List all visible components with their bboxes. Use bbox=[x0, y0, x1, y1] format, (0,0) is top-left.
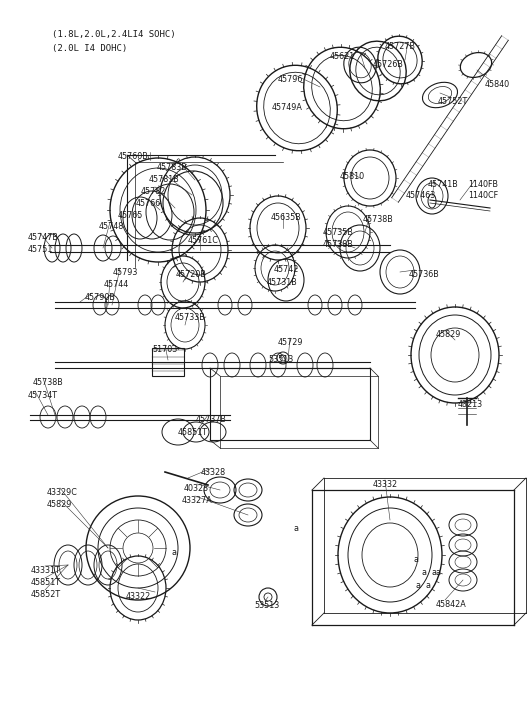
Bar bbox=[152, 348, 184, 376]
Text: 45738B: 45738B bbox=[33, 378, 64, 387]
Text: 43328: 43328 bbox=[201, 468, 226, 477]
Text: 45761C: 45761C bbox=[188, 236, 219, 245]
Text: 45621: 45621 bbox=[330, 52, 355, 61]
Text: 45738B: 45738B bbox=[323, 240, 354, 249]
Text: 43327A: 43327A bbox=[182, 496, 213, 505]
Text: 45737B: 45737B bbox=[196, 415, 227, 424]
Text: 45810: 45810 bbox=[340, 172, 365, 181]
Text: 45748: 45748 bbox=[99, 222, 124, 231]
Text: 45766: 45766 bbox=[136, 199, 161, 208]
Text: 45765: 45765 bbox=[118, 211, 143, 220]
Text: 45720B: 45720B bbox=[176, 270, 207, 279]
Text: 45749A: 45749A bbox=[272, 103, 303, 112]
Text: 1140FB: 1140FB bbox=[468, 180, 498, 189]
Text: 45790B: 45790B bbox=[85, 293, 116, 302]
Text: 45747B: 45747B bbox=[28, 233, 59, 242]
Text: 53513: 53513 bbox=[254, 601, 279, 610]
Text: a: a bbox=[416, 581, 421, 590]
Text: 45738B: 45738B bbox=[363, 215, 394, 224]
Text: 45733B: 45733B bbox=[175, 313, 205, 322]
Text: 45729: 45729 bbox=[278, 338, 304, 347]
Text: (1.8L,2.0L,2.4LI4 SOHC): (1.8L,2.0L,2.4LI4 SOHC) bbox=[52, 30, 176, 39]
Text: 45851T: 45851T bbox=[31, 578, 61, 587]
Text: 43322: 43322 bbox=[126, 592, 151, 601]
Text: a: a bbox=[413, 555, 418, 564]
Text: 45735B: 45735B bbox=[323, 228, 354, 237]
Text: 43331T: 43331T bbox=[31, 566, 61, 575]
Text: 45741B: 45741B bbox=[428, 180, 459, 189]
Text: 457463: 457463 bbox=[406, 191, 436, 200]
Text: a: a bbox=[426, 581, 431, 590]
Text: (2.0L I4 DOHC): (2.0L I4 DOHC) bbox=[52, 44, 127, 53]
Text: 43213: 43213 bbox=[458, 400, 483, 409]
Text: aa: aa bbox=[432, 568, 442, 577]
Text: 45744: 45744 bbox=[104, 280, 129, 289]
Text: 45736B: 45736B bbox=[409, 270, 440, 279]
Text: a: a bbox=[422, 568, 427, 577]
Text: 45782: 45782 bbox=[141, 187, 166, 196]
Text: 45793: 45793 bbox=[113, 268, 139, 277]
Text: 45731B: 45731B bbox=[267, 278, 298, 287]
Text: 45781B: 45781B bbox=[149, 175, 180, 184]
Text: a: a bbox=[172, 548, 177, 557]
Text: 45840: 45840 bbox=[485, 80, 510, 89]
Text: 45752T: 45752T bbox=[438, 97, 468, 106]
Text: 45829: 45829 bbox=[47, 500, 72, 509]
Text: 45829: 45829 bbox=[436, 330, 461, 339]
Text: 45842A: 45842A bbox=[436, 600, 467, 609]
Text: 45851T: 45851T bbox=[178, 428, 208, 437]
Text: 45727B: 45727B bbox=[385, 42, 416, 51]
Text: 45751: 45751 bbox=[28, 245, 54, 254]
Text: a: a bbox=[293, 524, 298, 533]
Text: 45734T: 45734T bbox=[28, 391, 58, 400]
Text: 43329C: 43329C bbox=[47, 488, 78, 497]
Text: 45852T: 45852T bbox=[31, 590, 61, 599]
Text: 45635B: 45635B bbox=[271, 213, 302, 222]
Text: 40323: 40323 bbox=[184, 484, 209, 493]
Text: 45783B: 45783B bbox=[157, 163, 188, 172]
Text: 45796: 45796 bbox=[278, 75, 303, 84]
Text: 51703: 51703 bbox=[152, 345, 177, 354]
Text: 53513: 53513 bbox=[268, 355, 293, 364]
Text: 45726B: 45726B bbox=[373, 60, 404, 69]
Text: 1140CF: 1140CF bbox=[468, 191, 498, 200]
Text: 45742: 45742 bbox=[274, 265, 299, 274]
Text: 43332: 43332 bbox=[373, 480, 398, 489]
Text: 45760B: 45760B bbox=[118, 152, 149, 161]
